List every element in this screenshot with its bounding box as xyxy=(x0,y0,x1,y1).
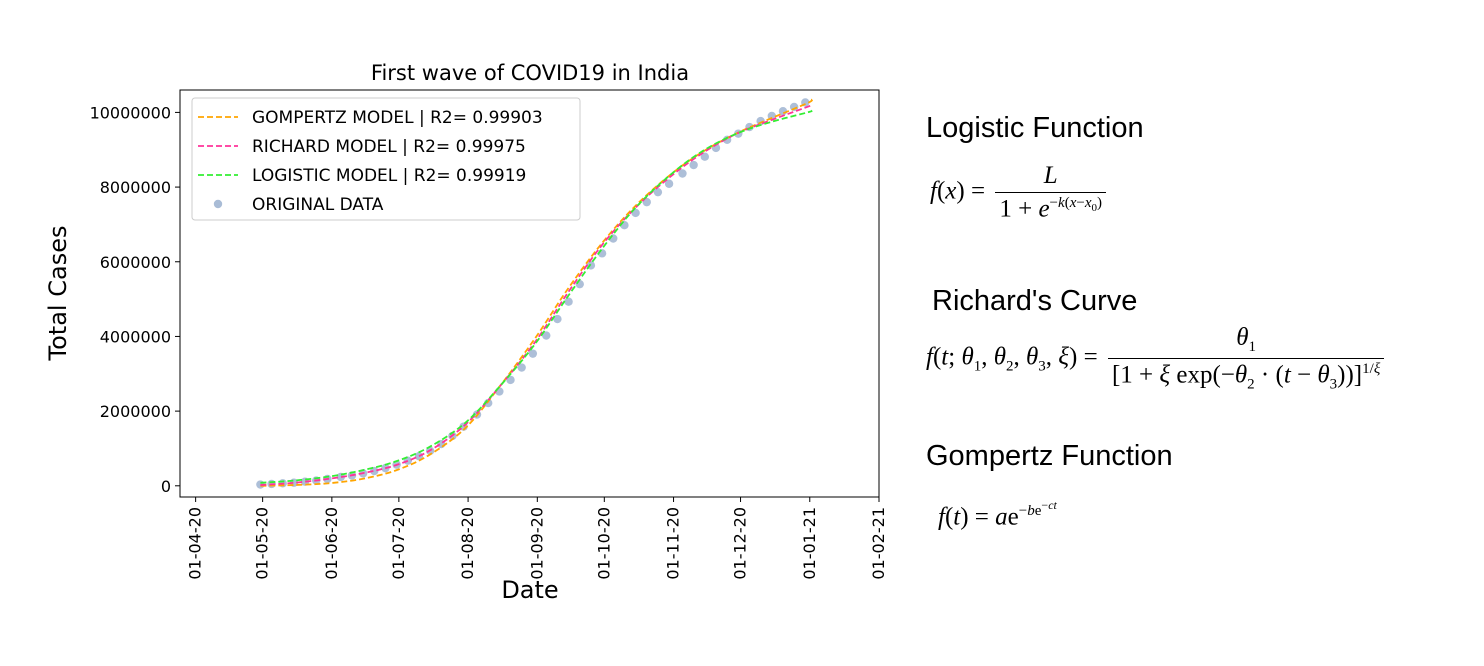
legend-entry: RICHARD MODEL | R2= 0.99975 xyxy=(252,137,526,157)
x-axis-label: Date xyxy=(501,576,558,604)
data-point xyxy=(678,169,687,178)
series-line xyxy=(260,109,813,484)
legend: GOMPERTZ MODEL | R2= 0.99903 RICHARD MODE… xyxy=(191,97,581,221)
x-tick-label: 01-07-20 xyxy=(389,507,408,580)
gompertz-formula-block: Gompertz Function f(t) = ae−be−ct xyxy=(926,440,1173,531)
series-line xyxy=(260,98,813,487)
data-point xyxy=(700,152,710,161)
legend-marker xyxy=(213,199,223,209)
gompertz-title: Gompertz Function xyxy=(926,440,1173,472)
x-tick-label: 01-04-20 xyxy=(186,507,205,580)
data-point xyxy=(553,314,562,324)
richard-formula-block: Richard's Curve xyxy=(932,285,1137,317)
legend-entry: ORIGINAL DATA xyxy=(252,195,384,215)
richard-title: Richard's Curve xyxy=(932,285,1138,317)
data-point xyxy=(564,297,573,306)
y-tick-label: 4000000 xyxy=(100,327,171,346)
richard-equation: f(t; θ1, θ2, θ3, ξ) = θ1 [1 + ξ exp(−θ2 … xyxy=(926,324,1388,393)
x-tick-label: 01-09-20 xyxy=(527,507,546,580)
chart-title: First wave of COVID19 in India xyxy=(371,61,689,85)
data-point xyxy=(664,179,674,188)
x-tick-label: 01-11-20 xyxy=(664,507,683,580)
legend-box xyxy=(191,97,581,221)
y-axis: 0 2000000 4000000 6000000 8000000 10000000 xyxy=(90,103,180,496)
covid-chart: First wave of COVID19 in India 01-04-20 0… xyxy=(44,61,888,604)
y-tick-label: 8000000 xyxy=(100,178,171,197)
logistic-formula-block: Logistic Function f(x) = L 1 + e−k(x−x0) xyxy=(926,112,1144,223)
x-tick-label: 01-02-21 xyxy=(869,507,888,580)
plot-frame xyxy=(179,89,880,498)
data-point xyxy=(542,331,551,340)
x-tick-label: 01-05-20 xyxy=(253,507,272,580)
x-tick-label: 01-12-20 xyxy=(731,507,750,580)
logistic-equation: f(x) = L 1 + e−k(x−x0) xyxy=(930,162,1144,223)
data-point xyxy=(689,160,698,170)
data-point xyxy=(528,349,538,358)
x-tick-label: 01-01-21 xyxy=(800,507,819,580)
x-axis: 01-04-20 01-05-20 01-06-20 01-07-20 01-08-20… xyxy=(186,497,888,580)
y-tick-label: 2000000 xyxy=(100,402,171,421)
y-tick-label: 10000000 xyxy=(90,103,171,122)
y-axis-label: Total Cases xyxy=(44,226,72,362)
x-tick-label: 01-08-20 xyxy=(458,507,477,580)
legend-entry: LOGISTIC MODEL | R2= 0.99919 xyxy=(252,166,526,186)
logistic-title: Logistic Function xyxy=(926,112,1144,144)
x-tick-label: 01-06-20 xyxy=(322,507,341,580)
plot-area xyxy=(256,98,813,489)
data-point xyxy=(370,466,379,476)
y-tick-label: 6000000 xyxy=(100,253,171,272)
x-tick-label: 01-10-20 xyxy=(594,507,613,580)
data-point xyxy=(653,187,663,197)
data-point xyxy=(517,363,526,372)
legend-entry: GOMPERTZ MODEL | R2= 0.99903 xyxy=(252,108,543,128)
gompertz-equation: f(t) = ae−be−ct xyxy=(938,498,1057,531)
y-tick-label: 0 xyxy=(161,477,171,496)
